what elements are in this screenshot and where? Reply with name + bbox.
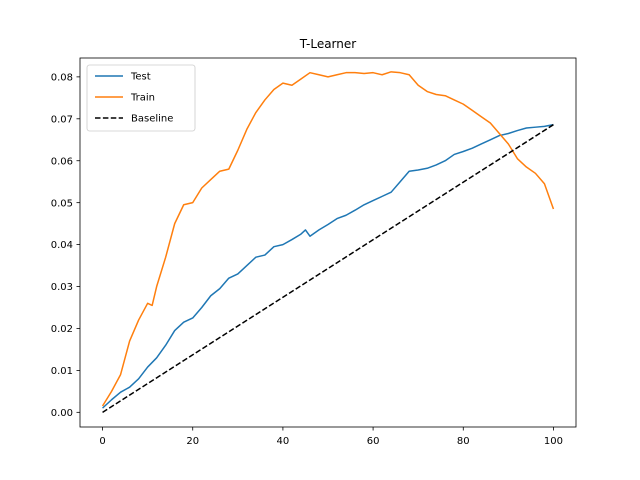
series-line-train xyxy=(101,71,555,407)
ticks: 0 20 40 60 80 100 0.00 0.01 0.02 0.03 0.04 0.05 0.06… xyxy=(51,72,563,447)
y-tick-label: 0.07 xyxy=(51,114,73,125)
legend-label-baseline: Baseline xyxy=(131,114,173,125)
chart-title: T-Learner xyxy=(299,37,356,51)
x-tick-label: 0 xyxy=(99,436,105,447)
plot-frame xyxy=(79,57,577,428)
legend: Test Train Baseline xyxy=(86,64,196,132)
x-tick-label: 100 xyxy=(544,436,563,447)
legend-label-test: Test xyxy=(130,72,151,83)
y-tick-label: 0.04 xyxy=(51,240,73,251)
plot-lines xyxy=(101,71,555,413)
x-tick-label: 40 xyxy=(277,436,290,447)
y-tick-label: 0.08 xyxy=(51,72,73,83)
y-tick-label: 0.06 xyxy=(51,156,73,167)
x-tick-label: 60 xyxy=(367,436,380,447)
y-tick-label: 0.02 xyxy=(51,324,73,335)
axes xyxy=(79,57,577,428)
y-tick-label: 0.00 xyxy=(51,408,73,419)
y-tick-label: 0.05 xyxy=(51,198,73,209)
legend-label-train: Train xyxy=(130,93,155,104)
y-tick-label: 0.01 xyxy=(51,366,73,377)
y-tick-label: 0.03 xyxy=(51,282,73,293)
series-line-baseline xyxy=(102,124,554,413)
series-line-test xyxy=(102,123,554,409)
x-tick-label: 80 xyxy=(457,436,470,447)
legend-box xyxy=(86,64,196,132)
x-tick-label: 20 xyxy=(186,436,199,447)
